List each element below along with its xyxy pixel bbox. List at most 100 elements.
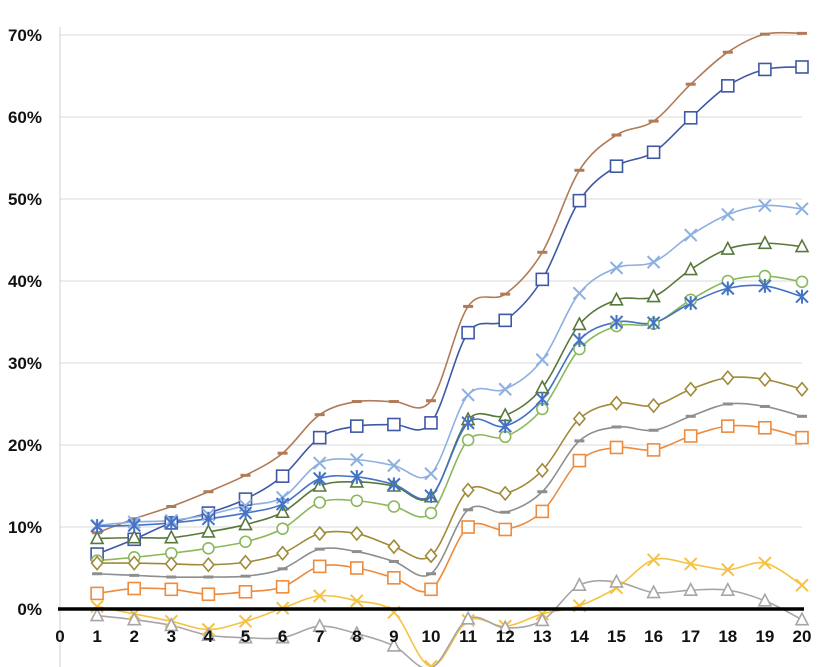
data-point — [238, 614, 253, 629]
data-point — [609, 261, 624, 275]
data-point — [720, 419, 735, 433]
data-point — [795, 430, 809, 445]
y-tick-label: 20% — [8, 436, 42, 455]
data-point — [312, 430, 327, 445]
data-point — [388, 559, 399, 563]
data-point — [646, 145, 661, 160]
data-point — [201, 556, 215, 573]
data-point — [797, 414, 807, 418]
data-point — [238, 629, 253, 644]
data-point — [238, 554, 253, 570]
data-point — [388, 400, 399, 404]
data-point — [163, 617, 179, 632]
data-point — [795, 275, 809, 289]
data-point — [163, 529, 179, 544]
data-point — [500, 292, 511, 296]
data-point — [387, 458, 401, 473]
data-point — [648, 119, 659, 123]
data-point — [795, 578, 809, 592]
data-point — [240, 473, 251, 477]
data-point — [90, 586, 104, 601]
x-tick-label: 3 — [167, 627, 176, 646]
data-point — [426, 572, 436, 576]
data-point — [127, 518, 141, 533]
data-point — [275, 469, 290, 483]
data-point — [90, 519, 104, 534]
data-point — [535, 353, 550, 367]
data-point — [238, 516, 253, 531]
data-point — [683, 296, 698, 311]
data-point — [757, 235, 773, 250]
tick-labels: 0%10%20%30%40%50%60%70%0 1 2 3 4 5 6 7 8 9 10 11 12 1… — [8, 26, 811, 646]
x-tick-label: 10 — [422, 627, 441, 646]
data-point — [722, 402, 733, 406]
data-point — [460, 610, 476, 625]
data-point — [350, 594, 364, 608]
x-tick-label: 1 — [92, 627, 101, 646]
data-point — [202, 542, 215, 555]
data-point — [387, 538, 401, 555]
data-point — [166, 505, 177, 508]
data-point — [498, 485, 512, 502]
data-point — [240, 574, 251, 578]
data-point — [239, 535, 252, 549]
data-point — [685, 82, 696, 86]
series-line-1 — [96, 31, 803, 534]
data-point — [387, 571, 401, 585]
x-tick-label: 11 — [459, 627, 477, 646]
data-point — [461, 520, 475, 534]
y-tick-label: 10% — [8, 518, 42, 537]
data-point — [312, 617, 328, 633]
data-point — [646, 553, 661, 567]
data-point — [537, 250, 548, 254]
series-line-10 — [96, 557, 803, 667]
data-point — [721, 370, 735, 386]
y-tick-label: 0% — [17, 600, 42, 619]
y-tick-label: 30% — [8, 354, 42, 373]
y-tick-label: 50% — [8, 190, 42, 209]
data-point — [426, 399, 436, 403]
data-point — [461, 415, 475, 430]
x-tick-label: 15 — [607, 627, 626, 646]
data-point — [535, 504, 550, 519]
x-tick-label: 8 — [352, 627, 361, 646]
data-point — [535, 272, 550, 287]
axes — [58, 27, 804, 667]
data-point — [795, 381, 809, 397]
data-point — [572, 411, 586, 427]
data-point — [758, 62, 772, 77]
data-point — [275, 580, 290, 594]
data-point — [351, 400, 362, 404]
data-point — [350, 494, 364, 508]
data-point — [276, 522, 289, 535]
data-point — [535, 392, 550, 407]
data-point — [201, 587, 216, 602]
data-point — [721, 281, 735, 296]
data-point — [350, 453, 364, 467]
data-point — [424, 416, 438, 430]
markers-group — [89, 31, 810, 667]
data-point — [572, 576, 587, 592]
data-point — [424, 659, 438, 667]
data-point — [795, 202, 809, 216]
data-point — [238, 492, 253, 506]
data-point — [609, 573, 624, 588]
x-tick-label: 17 — [681, 627, 700, 646]
data-point — [350, 525, 364, 542]
data-point — [497, 619, 513, 634]
data-point — [127, 555, 141, 571]
data-point — [201, 627, 216, 642]
data-point — [349, 561, 364, 575]
data-point — [759, 32, 770, 36]
data-point — [201, 523, 216, 538]
x-tick-label: 0 — [55, 627, 64, 646]
data-point — [424, 547, 438, 564]
data-point — [164, 582, 179, 597]
data-point — [795, 289, 809, 304]
data-point — [572, 316, 587, 331]
data-point — [537, 490, 548, 494]
data-point — [461, 433, 475, 447]
y-tick-label: 40% — [8, 272, 42, 291]
data-point — [498, 522, 513, 537]
data-point — [684, 381, 698, 397]
